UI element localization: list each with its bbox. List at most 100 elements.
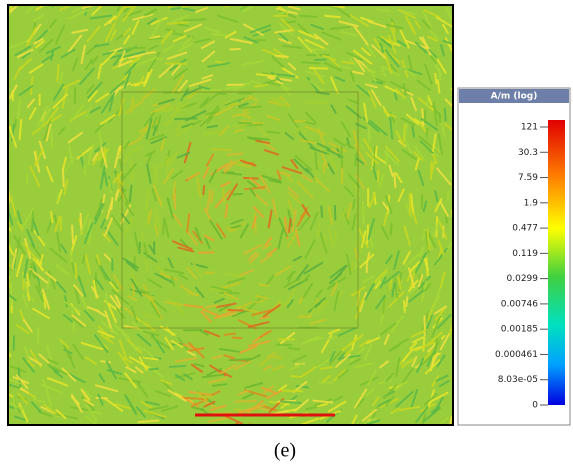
vector [27, 262, 34, 282]
vector [201, 50, 216, 63]
colorbar-gradient [548, 120, 565, 405]
vector [38, 38, 54, 53]
vector [383, 384, 398, 399]
vector [368, 236, 374, 248]
vector [21, 51, 31, 60]
vector [253, 192, 269, 207]
vector [437, 239, 445, 256]
vector [378, 173, 385, 189]
vector [379, 360, 389, 369]
vector [107, 303, 117, 323]
vector [134, 366, 144, 374]
vector [224, 160, 236, 174]
vector [13, 118, 17, 129]
vector [294, 126, 307, 133]
vector [428, 239, 434, 251]
vector [285, 20, 297, 24]
vector [43, 117, 52, 141]
vector [295, 264, 309, 281]
vector [414, 41, 428, 54]
vector [16, 210, 23, 225]
vector [383, 52, 393, 74]
vector [444, 98, 452, 108]
vector [380, 225, 390, 240]
vector [114, 294, 122, 307]
vector [15, 324, 30, 335]
vector [414, 158, 420, 171]
vector [83, 309, 95, 322]
vector [416, 79, 431, 91]
vector [352, 198, 356, 210]
vector [97, 330, 115, 339]
vector [145, 293, 156, 299]
vector [50, 129, 54, 149]
vector [200, 92, 219, 108]
vector [79, 213, 90, 236]
vector [367, 369, 377, 386]
vector [71, 308, 75, 331]
vector [252, 28, 272, 37]
vector [265, 81, 281, 87]
vector [315, 289, 323, 298]
vector [401, 148, 418, 161]
vector [63, 178, 69, 196]
vector [172, 240, 193, 251]
vector [344, 186, 355, 197]
vector [241, 59, 264, 67]
vector [422, 229, 426, 241]
vector [59, 6, 72, 11]
vector [233, 81, 252, 91]
vector [19, 387, 29, 394]
vector [56, 191, 60, 203]
vector [36, 105, 49, 127]
vector [17, 221, 24, 231]
vector [104, 22, 116, 42]
vector [108, 178, 113, 194]
vector [359, 16, 374, 23]
vector [402, 66, 416, 77]
vector [417, 274, 424, 288]
vector [127, 46, 146, 50]
vector [63, 314, 74, 323]
vector [160, 379, 173, 386]
vector [87, 90, 98, 102]
vector [410, 345, 423, 352]
vector [111, 289, 130, 306]
vector [391, 21, 397, 34]
vector [172, 32, 195, 39]
vector [84, 415, 97, 424]
vector [261, 386, 277, 394]
vector [118, 339, 128, 360]
vector [266, 274, 275, 285]
vector [150, 335, 171, 350]
colorbar-label: 0.00746 [501, 299, 538, 309]
vector [177, 246, 195, 253]
vector [157, 107, 180, 113]
vector [34, 148, 44, 167]
vector [135, 56, 158, 67]
vector [33, 37, 44, 45]
vector [148, 44, 159, 51]
vector [347, 173, 360, 188]
vector [29, 165, 41, 188]
vector [204, 237, 211, 249]
vector [100, 146, 108, 168]
vector [440, 122, 446, 138]
vector [130, 278, 143, 297]
vector [354, 398, 365, 409]
vector [347, 98, 359, 104]
vector [393, 172, 397, 189]
vector [419, 246, 425, 258]
vector [238, 105, 262, 109]
vector [385, 254, 393, 265]
vector [70, 104, 85, 123]
vector [261, 404, 278, 412]
vector [225, 272, 245, 278]
vector [309, 336, 324, 343]
vector [26, 98, 36, 109]
vector [223, 291, 239, 301]
vector [267, 209, 273, 229]
vector [434, 190, 439, 203]
vector [55, 413, 78, 420]
